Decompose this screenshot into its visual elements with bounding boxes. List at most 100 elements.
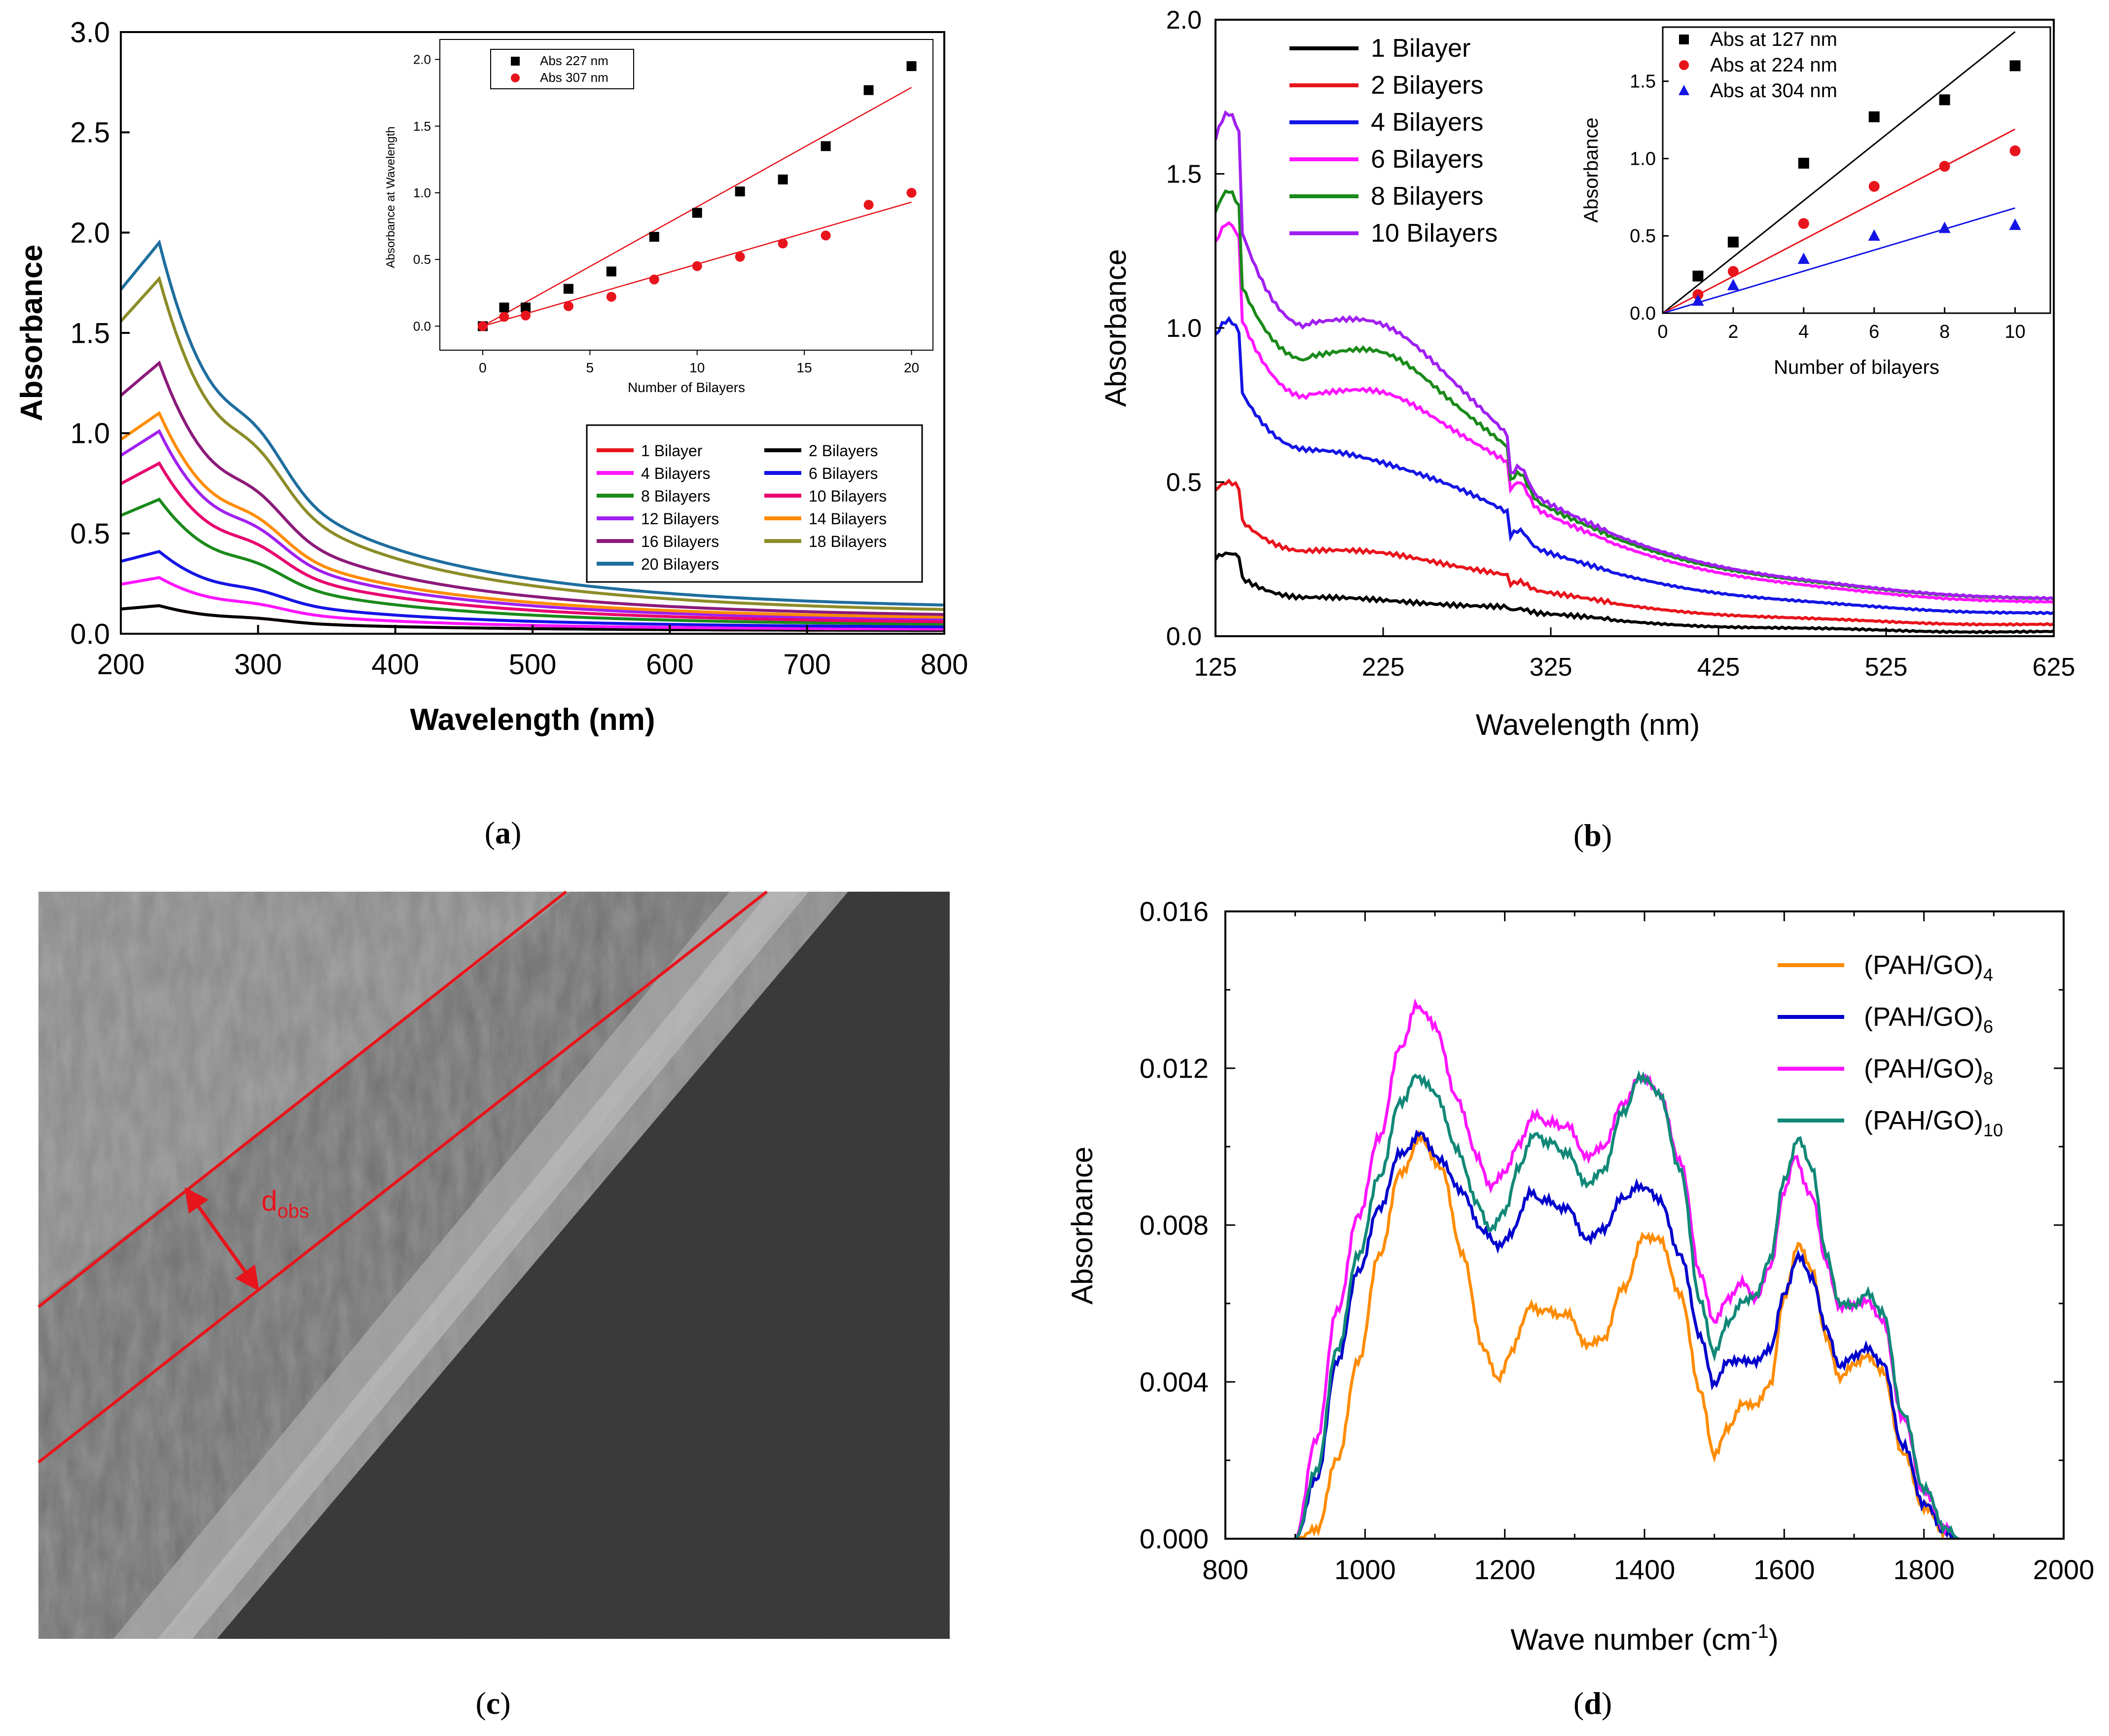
sem-thickness-arrow bbox=[184, 1187, 259, 1291]
panel-b-inset-legend-label: Abs at 127 nm bbox=[1710, 29, 1837, 50]
panel-b-inset-xtick-label: 10 bbox=[2004, 322, 2025, 342]
panel-b-xtick-label: 625 bbox=[2033, 653, 2075, 682]
panel-b-inset-plot: 0 2 4 6 8 10 0.0 0.5 1.0 1.5 bbox=[1630, 31, 2026, 342]
panel-b-inset-point bbox=[2009, 218, 2021, 230]
panel-a-ytick-label: 2.5 bbox=[70, 117, 110, 149]
panel-b-ytick-label: 2.0 bbox=[1166, 6, 1202, 35]
panel-b-axes: 125 225 325 425 525 625 0.0 0.5 1.0 1.5 2.0 bbox=[1166, 6, 2075, 682]
panel-a-inset-xlabel: Number of Bilayers bbox=[628, 380, 745, 395]
panel-b-inset-legend-label: Abs at 304 nm bbox=[1710, 80, 1837, 102]
panel-a-xtick-label: 400 bbox=[371, 649, 419, 681]
panel-a-inset-legend: Abs 227 nm Abs 307 nm bbox=[490, 49, 634, 89]
panel-a-series-line bbox=[121, 429, 944, 621]
panel-d-chart: 800 1000 1200 1400 1600 1800 2000 0.000 0.004 0.0… bbox=[1066, 896, 2094, 1721]
panel-a-chart: 200 300 400 500 600 700 8000.00.51.01.52.02.53… bbox=[15, 16, 968, 850]
panel-a-inset-xtick-label: 10 bbox=[689, 360, 705, 375]
panel-a-xlabel: Wavelength (nm) bbox=[410, 703, 655, 737]
panel-b-chart: 125 225 325 425 525 625 0.0 0.5 1.0 1.5 2.0 Wavele… bbox=[1099, 6, 2075, 853]
panel-b-ytick-label: 0.5 bbox=[1166, 469, 1202, 497]
panel-a-inset-point bbox=[906, 61, 917, 72]
panel-a-ytick-label: 1.0 bbox=[70, 418, 110, 450]
panel-d-legend-label: (PAH/GO)10 bbox=[1864, 1106, 2003, 1140]
panel-d-xtick-label: 1800 bbox=[1893, 1554, 1955, 1585]
panel-b-inset-bg bbox=[1552, 27, 2050, 402]
panel-a-inset-ytick-label: 1.0 bbox=[413, 185, 431, 200]
panel-d-label: (d) bbox=[1573, 1686, 1612, 1721]
panel-a-inset-point bbox=[649, 274, 659, 285]
panel-d-xtick-label: 1400 bbox=[1614, 1554, 1676, 1585]
panel-a-legend-label: 16 Bilayers bbox=[641, 533, 719, 550]
panel-a-inset-xtick-label: 0 bbox=[479, 360, 487, 375]
panel-a-series-line bbox=[121, 497, 944, 626]
panel-a-inset-point bbox=[520, 310, 531, 321]
panel-a-series-line bbox=[121, 411, 944, 619]
panel-d-legend-label: (PAH/GO)8 bbox=[1864, 1054, 1993, 1088]
panel-c-label: (c) bbox=[475, 1686, 510, 1721]
panel-a-series-line bbox=[121, 239, 944, 607]
panel-b-label: (b) bbox=[1573, 818, 1612, 853]
panel-a-legend-label: 12 Bilayers bbox=[641, 510, 719, 528]
panel-b-inset-ylabel: Absorbance bbox=[1580, 117, 1602, 222]
panel-b-legend-label: 4 Bilayers bbox=[1371, 108, 1483, 137]
sem-dobs-label: dobs bbox=[261, 1185, 309, 1222]
panel-a-inset-point bbox=[735, 186, 745, 197]
panel-a-inset-plot: 0 5 10 15 20 0.0 0.5 1.0 1.5 2.0 bbox=[413, 52, 919, 375]
panel-d-xtick-label: 1200 bbox=[1474, 1554, 1536, 1585]
panel-a-legend-label: 18 Bilayers bbox=[809, 533, 887, 550]
panel-a-inset-xtick-label: 20 bbox=[904, 360, 919, 375]
panel-b-inset-point bbox=[1868, 229, 1880, 241]
panel-b-inset-frame bbox=[1662, 26, 2051, 314]
panel-a-inset-fit-line bbox=[482, 87, 912, 327]
panel-d-ytick-label: 0.016 bbox=[1140, 896, 1209, 927]
sem-upper-boundary-line bbox=[37, 890, 567, 1308]
panel-b-legend: 1 Bilayer 2 Bilayers 4 Bilayers 6 Bilayers 8… bbox=[1289, 34, 1498, 248]
panel-b-xtick-label: 425 bbox=[1697, 653, 1740, 682]
panel-b-inset-legend-marker bbox=[1679, 60, 1689, 70]
panel-d-ytick-label: 0.004 bbox=[1140, 1367, 1209, 1398]
panel-b-inset-point bbox=[1939, 161, 1950, 172]
panel-a-inset-point bbox=[563, 301, 573, 311]
panel-a-inset-point bbox=[477, 321, 488, 331]
panel-a-curves bbox=[121, 239, 944, 632]
panel-a-xtick-label: 200 bbox=[97, 649, 145, 681]
panel-a-series-line bbox=[121, 276, 944, 611]
panel-b-series-line bbox=[1215, 478, 2054, 627]
panel-b-inset-xtick-label: 6 bbox=[1869, 322, 1879, 342]
panel-a-inset-ylabel: Absorbance at Wavelength bbox=[384, 126, 397, 268]
panel-a-ytick-label: 0.5 bbox=[70, 518, 110, 550]
panel-b-inset-legend: Abs at 127 nm Abs at 224 nm Abs at 304 nm bbox=[1679, 29, 1837, 102]
panel-b-inset: 0 2 4 6 8 10 0.0 0.5 1.0 1.5 Number of bilayers A… bbox=[1552, 26, 2051, 402]
panel-a-inset-point bbox=[606, 266, 616, 277]
panel-a-xtick-label: 700 bbox=[783, 649, 831, 681]
panel-b-inset-point bbox=[1692, 294, 1704, 306]
panel-a-inset-point bbox=[906, 187, 917, 198]
panel-b-xtick-label: 125 bbox=[1194, 653, 1237, 682]
panel-b-inset-point bbox=[1692, 270, 1704, 282]
panel-a-legend-label: 4 Bilayers bbox=[641, 465, 711, 482]
panel-c-sem-image: dobs (c) bbox=[37, 890, 950, 1721]
panel-a-inset-frame bbox=[439, 39, 933, 351]
panel-b-inset-legend-label: Abs at 224 nm bbox=[1710, 54, 1837, 76]
panel-d-ylabel: Absorbance bbox=[1066, 1147, 1099, 1304]
panel-a-inset-legend-marker bbox=[511, 73, 520, 82]
panel-a-legend-label: 2 Bilayers bbox=[809, 442, 878, 460]
sem-lower-boundary-line bbox=[37, 890, 768, 1464]
panel-b-inset-ytick-label: 0.5 bbox=[1630, 226, 1656, 247]
panel-a-inset-point bbox=[692, 261, 702, 271]
panel-b-legend-label: 10 Bilayers bbox=[1371, 219, 1498, 248]
panel-a-label: (a) bbox=[485, 815, 522, 850]
panel-d-curves bbox=[1294, 998, 1960, 1539]
panel-a-inset-point bbox=[499, 302, 509, 313]
panel-a-inset-point bbox=[778, 238, 788, 249]
panel-a-inset-ytick-label: 2.0 bbox=[413, 52, 431, 67]
panel-a-inset-point bbox=[863, 85, 874, 95]
panel-d-series-line bbox=[1294, 1129, 1960, 1539]
panel-a-inset-point bbox=[735, 252, 745, 262]
panel-d-xtick-label: 1600 bbox=[1753, 1554, 1815, 1585]
panel-d-axes: 800 1000 1200 1400 1600 1800 2000 0.000 0.004 0.0… bbox=[1140, 896, 2094, 1585]
panel-b-inset-fit-line bbox=[1662, 31, 2016, 314]
panel-b-inset-xtick-label: 0 bbox=[1657, 322, 1668, 342]
panel-d-xtick-label: 800 bbox=[1202, 1554, 1248, 1585]
panel-b-inset-ytick-label: 1.5 bbox=[1630, 72, 1656, 92]
